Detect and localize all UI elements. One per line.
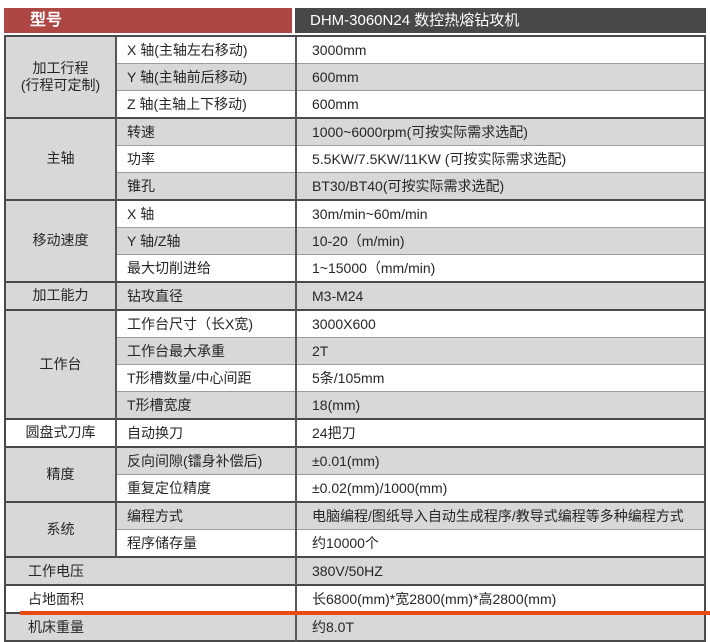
value-cell: 380V/50HZ — [295, 556, 706, 586]
param-cell: 重复定位精度 — [115, 474, 297, 503]
value-cell: 2T — [295, 337, 706, 365]
value-cell: 3000mm — [295, 35, 706, 64]
param-cell: T形槽宽度 — [115, 391, 297, 420]
category-cell: 系统 — [4, 501, 117, 558]
table-header: 型号 DHM-3060N24 数控热熔钻攻机 — [4, 8, 706, 33]
table-row: 功率 5.5KW/7.5KW/11KW (可按实际需求选配) — [5, 145, 706, 173]
table-row: 重复定位精度 ±0.02(mm)/1000(mm) — [5, 474, 706, 503]
value-cell: ±0.01(mm) — [295, 446, 706, 475]
value-cell: 长6800(mm)*宽2800(mm)*高2800(mm) — [295, 584, 706, 614]
table-row: 主轴 转速 1000~6000rpm(可按实际需求选配) — [4, 117, 706, 201]
table-row: 程序储存量 约10000个 — [5, 529, 706, 558]
param-cell: 编程方式 — [115, 501, 297, 530]
bottom-accent-bar — [20, 611, 710, 615]
category-cell: 圆盘式刀库 — [4, 418, 117, 448]
category-cell: 加工行程 (行程可定制) — [4, 35, 117, 119]
footer-label-cell: 机床重量 — [4, 612, 297, 642]
category-cell: 工作台 — [4, 309, 117, 420]
value-cell: 600mm — [295, 90, 706, 119]
model-value: DHM-3060N24 数控热熔钻攻机 — [295, 8, 706, 33]
category-cell: 加工能力 — [4, 281, 117, 311]
param-cell: 钻攻直径 — [115, 281, 297, 311]
value-cell: ±0.02(mm)/1000(mm) — [295, 474, 706, 503]
table-row: 加工行程 (行程可定制) X 轴(主轴左右移动) 3000mm — [4, 35, 706, 119]
param-cell: Z 轴(主轴上下移动) — [115, 90, 297, 119]
param-cell: T形槽数量/中心间距 — [115, 364, 297, 392]
param-cell: 最大切削进给 — [115, 254, 297, 283]
table-row: 加工能力 钻攻直径 M3-M24 — [4, 281, 706, 311]
table-row: 工作台 工作台尺寸（长X宽) 3000X600 — [4, 309, 706, 420]
value-cell: 18(mm) — [295, 391, 706, 420]
value-cell: 10-20（m/min) — [295, 227, 706, 255]
param-cell: 工作台最大承重 — [115, 337, 297, 365]
value-cell: 约10000个 — [295, 529, 706, 558]
param-cell: 工作台尺寸（长X宽) — [115, 309, 297, 338]
param-cell: Y 轴/Z轴 — [115, 227, 297, 255]
table-row: 工作电压 380V/50HZ — [4, 556, 706, 586]
table-row: 锥孔 BT30/BT40(可按实际需求选配) — [5, 172, 706, 201]
category-sublabel: (行程可定制) — [20, 77, 101, 93]
param-cell: 转速 — [115, 117, 297, 146]
footer-label-cell: 占地面积 — [4, 584, 297, 614]
value-cell: 5.5KW/7.5KW/11KW (可按实际需求选配) — [295, 145, 706, 173]
category-cell: 主轴 — [4, 117, 117, 201]
model-label: 型号 — [4, 8, 292, 33]
table-row: Z 轴(主轴上下移动) 600mm — [5, 90, 706, 119]
spec-table: 加工行程 (行程可定制) X 轴(主轴左右移动) 3000mm Y 轴(主轴前后… — [4, 35, 706, 642]
table-row: 最大切削进给 1~15000（mm/min) — [5, 254, 706, 283]
value-cell: 1000~6000rpm(可按实际需求选配) — [295, 117, 706, 146]
table-row: T形槽数量/中心间距 5条/105mm — [5, 364, 706, 392]
param-cell: 反向间隙(镭身补偿后) — [115, 446, 297, 475]
table-row: 精度 反向间隙(镭身补偿后) ±0.01(mm) — [4, 446, 706, 503]
value-cell: 24把刀 — [295, 418, 706, 448]
category-label: 加工行程 — [32, 59, 89, 76]
table-row: 系统 编程方式 电脑编程/图纸导入自动生成程序/教导式编程等多种编程方式 — [4, 501, 706, 558]
value-cell: 约8.0T — [295, 612, 706, 642]
param-cell: 程序储存量 — [115, 529, 297, 558]
value-cell: 3000X600 — [295, 309, 706, 338]
value-cell: 5条/105mm — [295, 364, 706, 392]
param-cell: 自动换刀 — [115, 418, 297, 448]
param-cell: Y 轴(主轴前后移动) — [115, 63, 297, 91]
spec-sheet: 型号 DHM-3060N24 数控热熔钻攻机 加工行程 (行程可定制) X 轴(… — [4, 8, 706, 642]
category-cell: 移动速度 — [4, 199, 117, 283]
footer-label-cell: 工作电压 — [4, 556, 297, 586]
table-row: Y 轴/Z轴 10-20（m/min) — [5, 227, 706, 255]
table-row: Y 轴(主轴前后移动) 600mm — [5, 63, 706, 91]
table-row: 移动速度 X 轴 30m/min~60m/min — [4, 199, 706, 283]
table-row: 机床重量 约8.0T — [4, 612, 706, 642]
value-cell: 1~15000（mm/min) — [295, 254, 706, 283]
param-cell: 锥孔 — [115, 172, 297, 201]
param-cell: 功率 — [115, 145, 297, 173]
value-cell: 电脑编程/图纸导入自动生成程序/教导式编程等多种编程方式 — [295, 501, 706, 530]
value-cell: M3-M24 — [295, 281, 706, 311]
table-row: 工作台最大承重 2T — [5, 337, 706, 365]
value-cell: 600mm — [295, 63, 706, 91]
param-cell: X 轴(主轴左右移动) — [115, 35, 297, 64]
param-cell: X 轴 — [115, 199, 297, 228]
value-cell: BT30/BT40(可按实际需求选配) — [295, 172, 706, 201]
category-cell: 精度 — [4, 446, 117, 503]
value-cell: 30m/min~60m/min — [295, 199, 706, 228]
table-row: 占地面积 长6800(mm)*宽2800(mm)*高2800(mm) — [4, 584, 706, 614]
table-row: 圆盘式刀库 自动换刀 24把刀 — [4, 418, 706, 448]
